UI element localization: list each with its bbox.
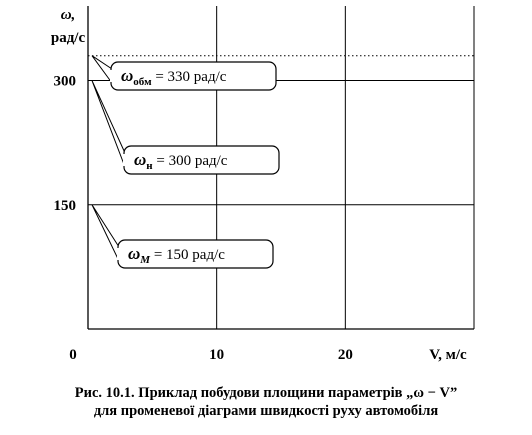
callout-pointer [91, 80, 126, 168]
omega-symbol: ω [128, 244, 140, 263]
x-origin-label: 0 [69, 347, 77, 363]
callout-text: ωM = 150 рад/с [128, 244, 225, 266]
omega-subscript: обм [133, 76, 152, 88]
callout-value: = 300 рад/с [153, 153, 228, 169]
y-tick-label: 300 [54, 74, 77, 90]
y-tick-label: 150 [54, 198, 77, 214]
y-axis-label-unit: рад/с [51, 30, 86, 46]
y-axis-label-symbol: ω, [61, 7, 76, 23]
figure-caption: Рис. 10.1. Приклад побудови площини пара… [0, 384, 532, 420]
omega-subscript: н [146, 160, 153, 172]
callout-text: ωн = 300 рад/с [134, 150, 228, 172]
x-tick-label: 10 [209, 347, 224, 363]
omega-symbol: ω [121, 66, 133, 85]
callout-pointer [91, 55, 113, 84]
callout-pointer [91, 204, 120, 262]
callout-value: = 150 рад/с [150, 247, 225, 263]
caption-line-2: для променевої діаграми швидкості руху а… [93, 403, 439, 419]
tick-labels: 10 20 0 150 300 [54, 74, 353, 363]
callout-text: ωобм = 330 рад/с [121, 66, 227, 88]
caption-line-1: Рис. 10.1. Приклад побудови площини пара… [74, 385, 458, 401]
x-axis-label: V, м/с [429, 347, 467, 363]
axes [87, 6, 474, 330]
x-tick-label: 20 [338, 347, 353, 363]
omega-subscript: M [139, 254, 151, 266]
axis-labels: ω, рад/с V, м/с [51, 7, 467, 363]
omega-symbol: ω [134, 150, 146, 169]
callout-value: = 330 рад/с [152, 69, 227, 85]
annotations: ωобм = 330 рад/сωн = 300 рад/сωM = 150 р… [91, 55, 280, 269]
